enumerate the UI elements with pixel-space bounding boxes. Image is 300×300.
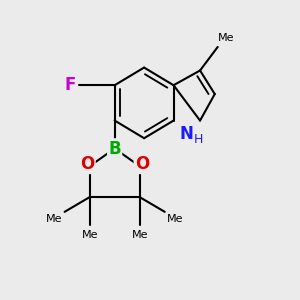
Text: N: N	[180, 125, 194, 143]
Text: F: F	[65, 76, 76, 94]
Text: Me: Me	[218, 33, 235, 43]
Text: O: O	[80, 155, 94, 173]
Text: O: O	[135, 155, 149, 173]
Text: Me: Me	[46, 214, 63, 224]
Text: H: H	[194, 133, 203, 146]
Text: Me: Me	[81, 230, 98, 240]
Text: Me: Me	[131, 230, 148, 240]
Text: Me: Me	[167, 214, 183, 224]
Text: B: B	[108, 140, 121, 158]
